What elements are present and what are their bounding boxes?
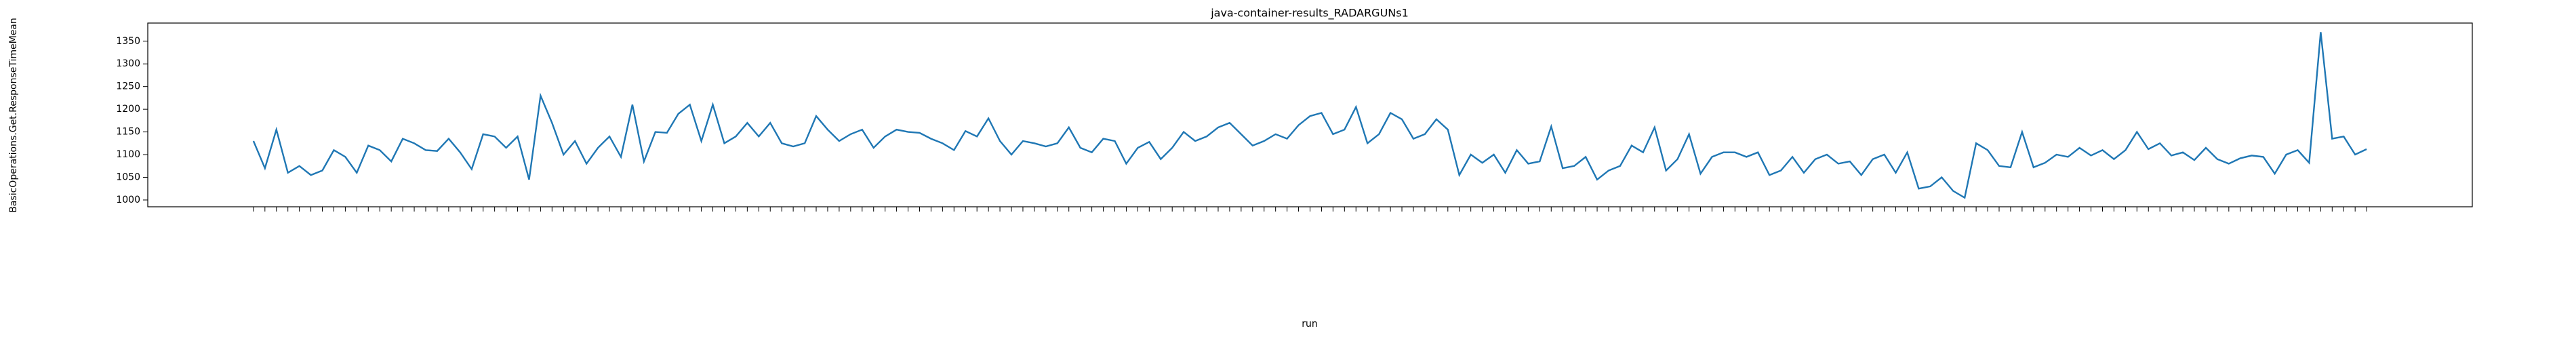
y-tick-label: 1050 [116,172,140,183]
y-tick-label: 1000 [116,195,140,205]
y-tick-label: 1200 [116,104,140,115]
y-tick-label: 1100 [116,149,140,160]
y-axis-label: BasicOperations.Get.ResponseTimeMean [8,18,19,213]
y-tick-label: 1300 [116,58,140,69]
y-tick-label: 1250 [116,81,140,92]
x-axis-label: run [1302,319,1318,330]
y-tick-label: 1150 [116,127,140,138]
chart-title: java-container-results_RADARGUNs1 [1210,7,1409,20]
y-tick-label: 1350 [116,36,140,47]
line-series [252,32,2367,199]
plot-frame [147,22,2473,207]
